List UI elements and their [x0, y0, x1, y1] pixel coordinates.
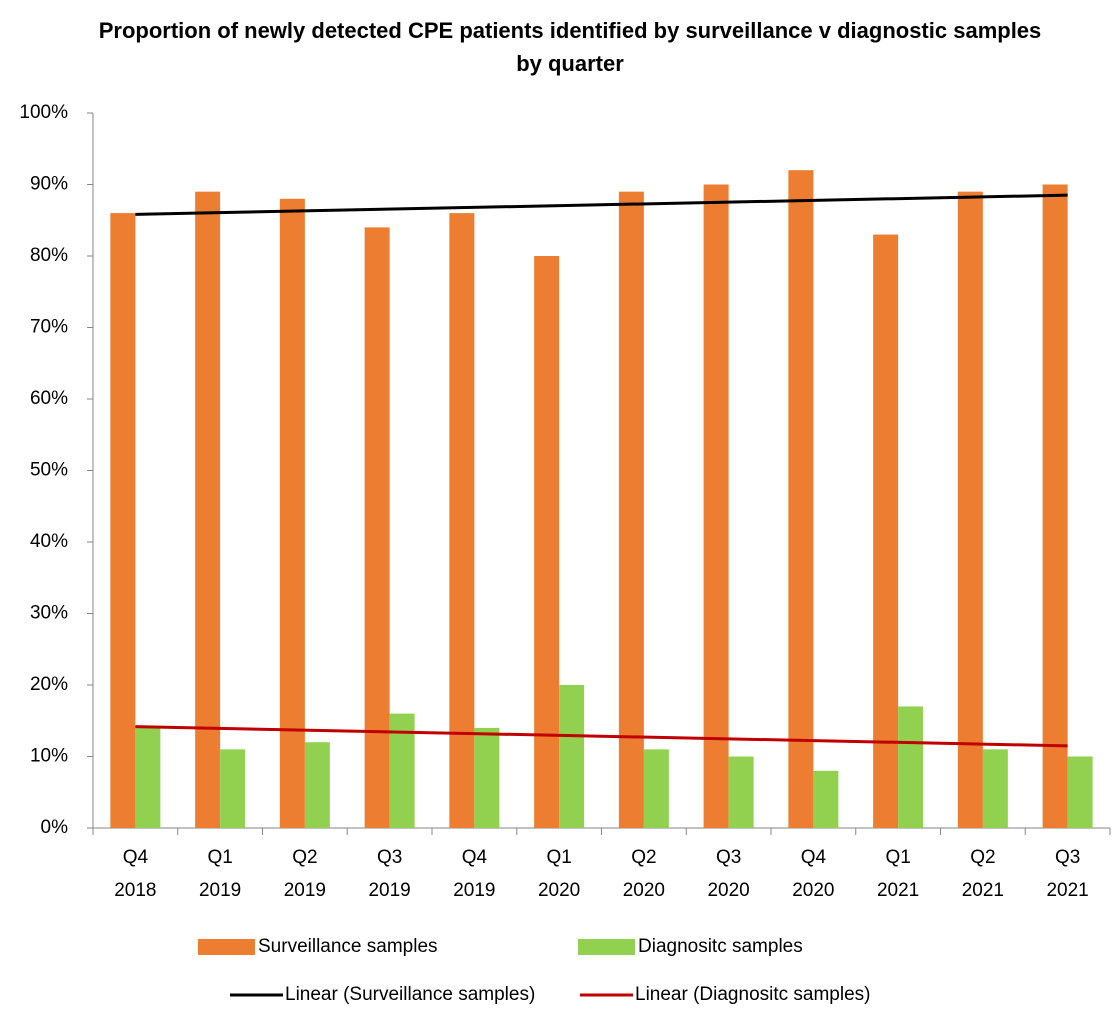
legend-swatch [198, 939, 255, 955]
bar [1067, 756, 1093, 828]
bar [110, 213, 136, 829]
y-tick-label: 40% [30, 531, 68, 552]
x-tick-label-line: Q3 [716, 847, 741, 868]
bar [703, 184, 729, 828]
x-tick-label-line: 2020 [792, 880, 834, 901]
legend-label: Linear (Surveillance samples) [285, 984, 535, 1005]
x-tick-label-line: 2018 [114, 880, 156, 901]
x-tick-label-line: Q1 [885, 847, 910, 868]
bar [135, 727, 161, 828]
y-tick-label: 0% [41, 817, 69, 838]
chart-title: Proportion of newly detected CPE patient… [98, 18, 1042, 76]
x-tick-label: Q4 2019 [453, 847, 495, 901]
x-tick-label-line: 2019 [199, 880, 241, 901]
bar [304, 742, 330, 828]
x-tick-label-line: 2019 [284, 880, 326, 901]
x-tick-label-line: Q3 [377, 847, 402, 868]
x-tick-label-line: Q2 [292, 847, 317, 868]
y-tick-label: 90% [30, 174, 68, 195]
legend-label: Linear (Diagnositc samples) [635, 984, 871, 1005]
x-tick-label: Q4 2018 [114, 847, 156, 901]
bar [195, 191, 221, 828]
bar [873, 234, 899, 829]
bar [982, 749, 1008, 828]
bar [957, 191, 983, 828]
x-tick-label-line: Q4 [123, 847, 149, 868]
x-tick-label-line: 2020 [623, 880, 665, 901]
bar [474, 727, 500, 828]
bar [220, 749, 246, 828]
bar [898, 706, 924, 828]
x-tick-label: Q1 2020 [538, 847, 580, 901]
x-tick-label-line: 2020 [538, 880, 580, 901]
x-tick-label-line: 2021 [962, 880, 1004, 901]
bar [1042, 184, 1068, 828]
y-tick-label: 70% [30, 317, 68, 338]
x-tick-label: Q1 2021 [877, 847, 919, 901]
bar [618, 191, 644, 828]
bar [813, 770, 839, 828]
x-tick-label: Q2 2020 [623, 847, 665, 901]
bar [643, 749, 669, 828]
y-tick-label: 50% [30, 460, 68, 481]
bar [449, 213, 475, 829]
trendline [135, 193, 1068, 216]
x-tick-label: Q3 2021 [1046, 847, 1088, 901]
x-tick-label: Q1 2019 [199, 847, 241, 901]
x-tick-label-line: Q4 [462, 847, 488, 868]
bar [534, 256, 560, 828]
x-tick-label-line: 2019 [368, 880, 410, 901]
legend-swatch [578, 939, 635, 955]
legend-label: Diagnositc samples [638, 936, 803, 957]
trendline [135, 725, 1068, 748]
y-tick-label: 80% [30, 245, 68, 266]
bar [728, 756, 754, 828]
y-tick-label: 10% [30, 746, 68, 767]
bar [559, 685, 585, 828]
y-tick-label: 20% [30, 674, 68, 695]
x-tick-label: Q2 2021 [962, 847, 1004, 901]
x-tick-label-line: 2021 [1046, 880, 1088, 901]
y-tick-label: 30% [30, 603, 68, 624]
x-tick-label-line: 2019 [453, 880, 495, 901]
x-tick-label: Q3 2020 [707, 847, 749, 901]
bar [788, 170, 814, 828]
legend-label: Surveillance samples [258, 936, 438, 957]
x-tick-label: Q4 2020 [792, 847, 834, 901]
x-tick-label-line: Q3 [1055, 847, 1080, 868]
x-tick-label: Q3 2019 [368, 847, 410, 901]
x-tick-label-line: 2021 [877, 880, 919, 901]
bar [364, 227, 390, 828]
y-tick-label: 100% [19, 102, 68, 123]
x-tick-label-line: 2020 [707, 880, 749, 901]
bar [279, 198, 305, 829]
x-tick-label-line: Q2 [970, 847, 995, 868]
x-tick-label-line: Q1 [546, 847, 571, 868]
y-tick-label: 60% [30, 388, 68, 409]
x-tick-label-line: Q2 [631, 847, 656, 868]
x-tick-label-line: Q4 [801, 847, 827, 868]
x-tick-label: Q2 2019 [284, 847, 326, 901]
x-tick-label-line: Q1 [207, 847, 232, 868]
